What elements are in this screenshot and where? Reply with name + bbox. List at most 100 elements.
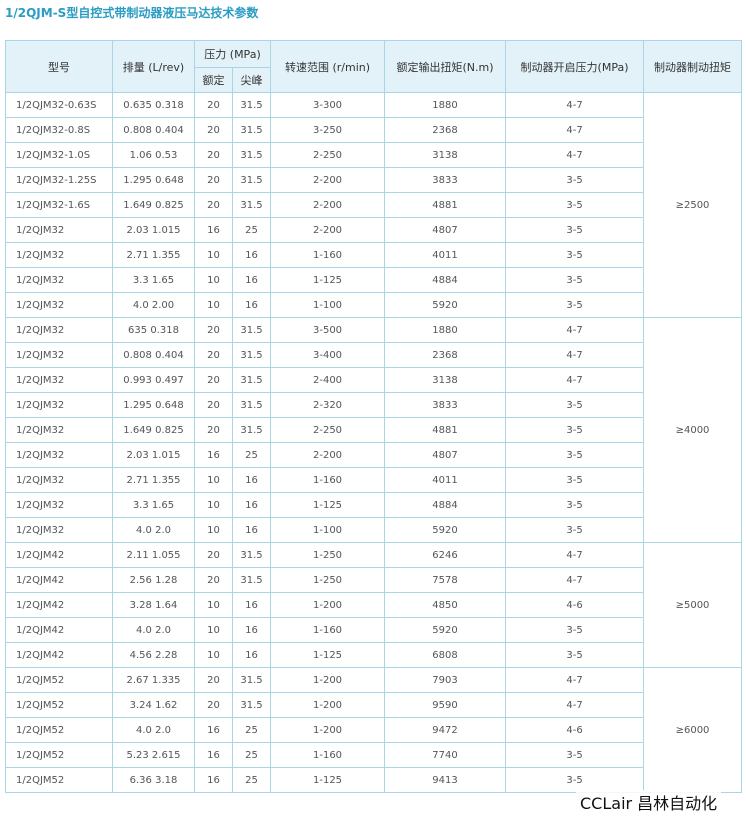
table-row: 1/2QJM32 3.3 1.65 10 16 1-125 4884 3-5 [5, 492, 742, 518]
table-cell: 2-200 [270, 217, 386, 243]
table-cell: 31.5 [231, 192, 272, 218]
table-cell: 2.03 1.015 [112, 442, 195, 468]
table-cell: 16 [231, 617, 272, 643]
header-cell: 制动器制动扭矩 [643, 40, 743, 93]
table-cell: 3-5 [505, 267, 645, 293]
table-cell: 1/2QJM32-0.63S [5, 92, 113, 118]
table-cell: 1/2QJM42 [5, 592, 113, 618]
table-cell: 1/2QJM52 [5, 692, 113, 718]
table-cell: 1/2QJM32 [5, 417, 113, 443]
table-cell: 31.5 [231, 567, 272, 593]
table-cell: 0.808 0.404 [112, 117, 195, 143]
table-cell: 2-400 [270, 367, 386, 393]
brake-torque-cell: ≥4000 [643, 317, 743, 543]
table-row: 1/2QJM52 6.36 3.18 16 25 1-125 9413 3-5 [5, 767, 742, 793]
table-cell: 4-7 [505, 367, 645, 393]
table-cell: 4-7 [505, 542, 645, 568]
table-cell: 10 [194, 642, 233, 668]
table-cell: 3.28 1.64 [112, 592, 195, 618]
table-cell: 4881 [384, 417, 507, 443]
table-cell: 2.67 1.335 [112, 667, 195, 693]
table-row: 1/2QJM32-0.63S 0.635 0.318 20 31.5 3-300 1880… [5, 92, 743, 318]
table-row: 1/2QJM42 3.28 1.64 10 16 1-200 4850 4-6 [5, 592, 742, 618]
table-cell: 31.5 [231, 117, 272, 143]
table-cell: 4-7 [505, 692, 645, 718]
table-cell: 3-5 [505, 292, 645, 318]
table-cell: 0.808 0.404 [112, 342, 195, 368]
table-cell: 1/2QJM32 [5, 217, 113, 243]
table-cell: 31.5 [231, 417, 272, 443]
table-cell: 10 [194, 492, 233, 518]
table-cell: 20 [194, 192, 233, 218]
table-cell: 10 [194, 592, 233, 618]
spec-table: 型号 排量 (L/rev) 压力 (MPa) 转速范围 (r/min) 额定输出… [5, 40, 743, 793]
table-cell: 1/2QJM32 [5, 242, 113, 268]
table-row: 1/2QJM32 4.0 2.0 10 16 1-100 5920 3-5 [5, 517, 742, 543]
table-cell: 3-300 [270, 92, 386, 118]
table-cell: 16 [231, 492, 272, 518]
table-cell: 1-100 [270, 292, 386, 318]
table-row: 1/2QJM42 4.0 2.0 10 16 1-160 5920 3-5 [5, 617, 742, 643]
table-cell: 25 [231, 217, 272, 243]
table-cell: 4-7 [505, 667, 645, 693]
table-cell: 4850 [384, 592, 507, 618]
table-cell: 20 [194, 667, 233, 693]
table-cell: 20 [194, 142, 233, 168]
table-cell: 0.635 0.318 [112, 92, 195, 118]
table-row: 1/2QJM32 2.03 1.015 16 25 2-200 4807 3-5 [5, 217, 742, 243]
table-cell: 16 [194, 217, 233, 243]
table-cell: 1-250 [270, 542, 386, 568]
table-cell: 1.295 0.648 [112, 167, 195, 193]
header-row: 额定 尖峰 [6, 67, 742, 93]
table-cell: 1-100 [270, 517, 386, 543]
table-cell: 31.5 [231, 367, 272, 393]
table-cell: 3-5 [505, 417, 645, 443]
table-cell: 1/2QJM52 [5, 767, 113, 793]
table-cell: 1/2QJM32 [5, 517, 113, 543]
table-cell: 2-200 [270, 167, 386, 193]
table-row: 1/2QJM32 1.295 0.648 20 31.5 2-320 3833 3-5 [5, 392, 742, 418]
table-cell: 31.5 [231, 142, 272, 168]
table-cell: 4-7 [505, 342, 645, 368]
table-cell: 4884 [384, 267, 507, 293]
table-cell: 1.295 0.648 [112, 392, 195, 418]
table-cell: 4.56 2.28 [112, 642, 195, 668]
table-cell: 1/2QJM42 [5, 642, 113, 668]
table-cell: 25 [231, 742, 272, 768]
table-cell: 16 [194, 742, 233, 768]
table-cell: 1-200 [270, 667, 386, 693]
table-cell: 2-200 [270, 192, 386, 218]
table-cell: 1/2QJM52 [5, 667, 113, 693]
title: 1/2QJM-S型自控式带制动器液压马达技术参数 [5, 6, 259, 20]
table-cell: 7740 [384, 742, 507, 768]
table-cell: 1-250 [270, 567, 386, 593]
table-row: 1/2QJM32-1.0S 1.06 0.53 20 31.5 2-250 3138 4-7 [5, 142, 742, 168]
table-cell: 1-200 [270, 592, 386, 618]
table-cell: 1.649 0.825 [112, 192, 195, 218]
table-cell: 635 0.318 [112, 317, 195, 343]
header-cell: 额定 [194, 67, 233, 93]
table-cell: 3-5 [505, 167, 645, 193]
table-cell: 1/2QJM32 [5, 317, 113, 343]
table-cell: 2368 [384, 342, 507, 368]
table-cell: 2368 [384, 117, 507, 143]
table-cell: 1/2QJM32-1.25S [5, 167, 113, 193]
table-cell: 31.5 [231, 167, 272, 193]
brake-torque-cell: ≥6000 [643, 667, 743, 793]
table-header: 型号 排量 (L/rev) 压力 (MPa) 转速范围 (r/min) 额定输出… [5, 40, 743, 93]
table-cell: 2-320 [270, 392, 386, 418]
header-cell: 型号 [5, 40, 113, 93]
table-cell: 1/2QJM32 [5, 342, 113, 368]
table-cell: 2-250 [270, 142, 386, 168]
table-cell: 1/2QJM42 [5, 617, 113, 643]
table-cell: 3833 [384, 392, 507, 418]
table-cell: 3-5 [505, 442, 645, 468]
table-cell: 31.5 [231, 692, 272, 718]
table-cell: 31.5 [231, 342, 272, 368]
table-cell: 16 [194, 717, 233, 743]
table-cell: 3-500 [270, 317, 386, 343]
table-cell: 1/2QJM42 [5, 542, 113, 568]
table-cell: 1880 [384, 92, 507, 118]
table-cell: 31.5 [231, 667, 272, 693]
